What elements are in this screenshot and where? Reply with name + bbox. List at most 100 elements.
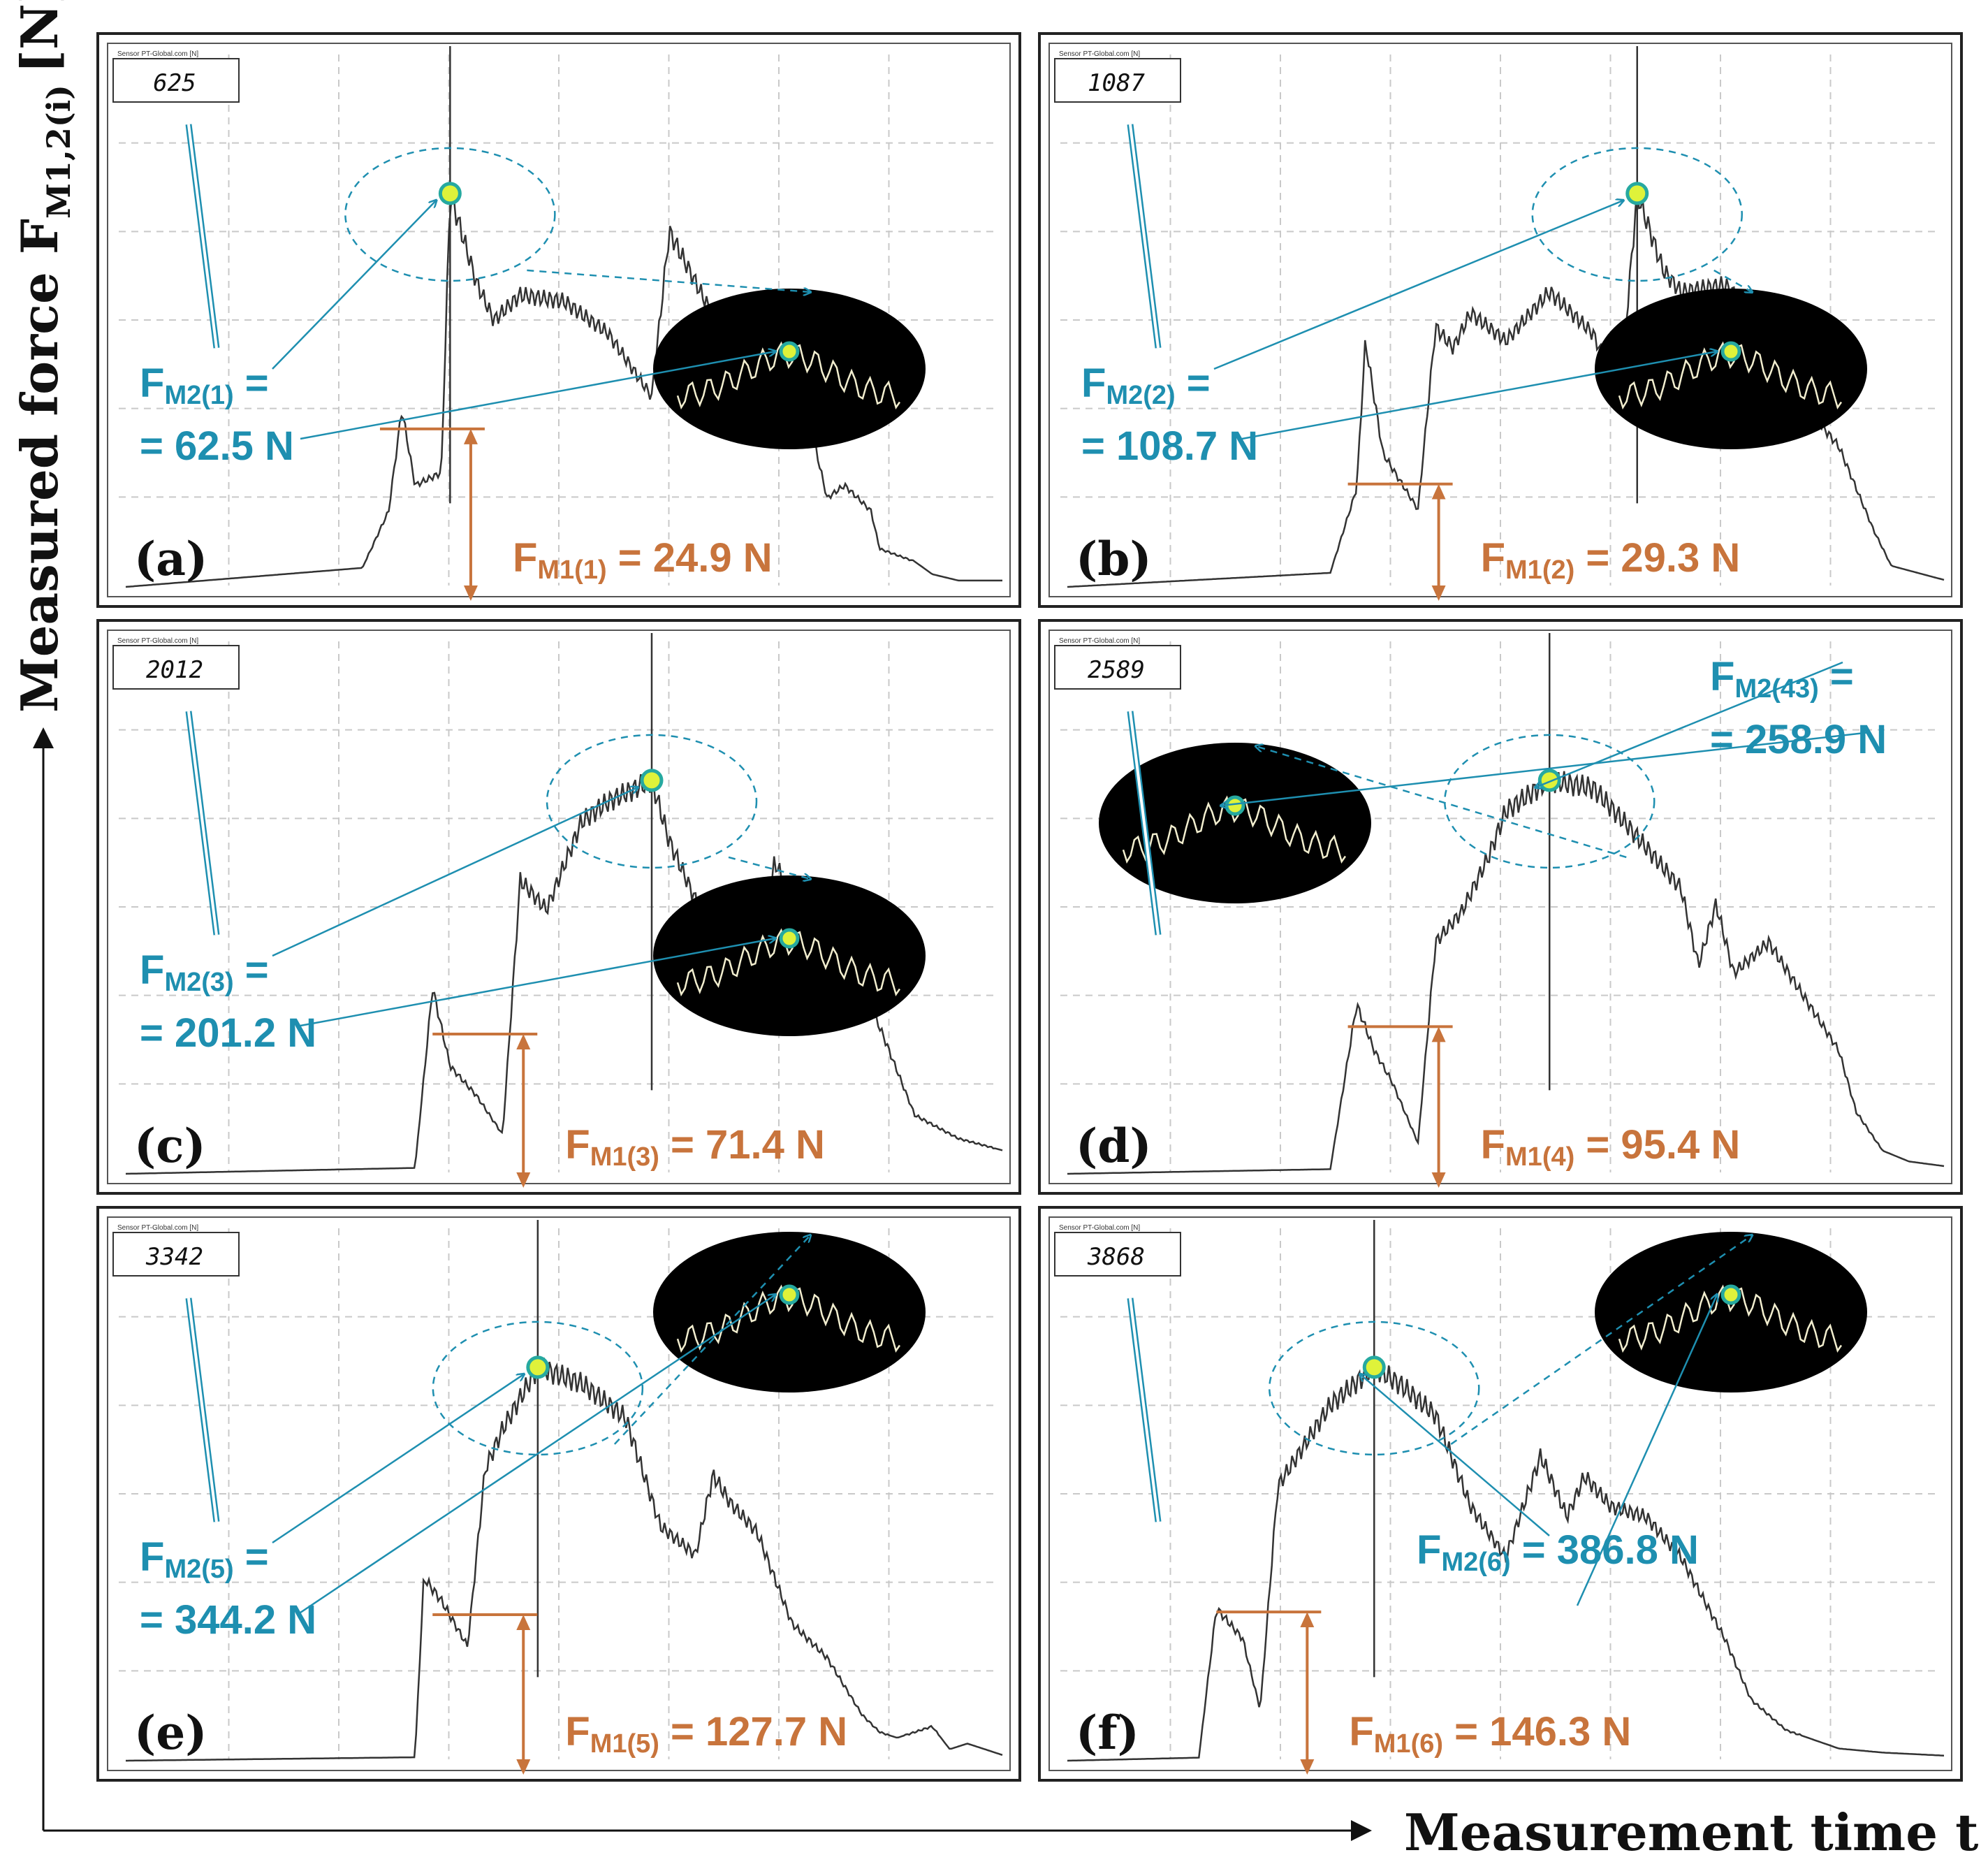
zoom-inset-marker — [1720, 1284, 1741, 1305]
zoom-inset — [1099, 743, 1371, 903]
sensor-readout-header: Sensor PT-Global.com [N] — [117, 1224, 198, 1232]
fm2-label: FM2(5) = — [140, 1534, 269, 1584]
plot-area — [1048, 1216, 1952, 1771]
zoom-inset — [1595, 1232, 1867, 1392]
fm2-label: FM2(6) = 386.8 N — [1417, 1527, 1699, 1577]
panel-label: (d) — [1076, 1119, 1152, 1173]
fm2-value: = 201.2 N — [140, 1010, 316, 1056]
fm2-inset-arrow — [300, 351, 775, 440]
fm2-inset-arrow — [1576, 1295, 1717, 1606]
sensor-readout-header: Sensor PT-Global.com [N] — [117, 50, 198, 58]
sensor-readout-value: 3868 — [1087, 1243, 1145, 1271]
chart-panel: Sensor PT-Global.com [N] 3868 FM2(6) = 386… — [1038, 1206, 1963, 1782]
peak-zoom-ellipse — [1444, 734, 1656, 869]
sensor-readout-value: 3342 — [145, 1243, 203, 1271]
fm1-label: FM1(5) = 127.7 N — [565, 1709, 847, 1759]
sensor-readout-value: 1087 — [1088, 69, 1145, 97]
panel-label: (b) — [1076, 532, 1152, 586]
force-signal-line — [1067, 1359, 1945, 1762]
zoom-dashed-arrow — [728, 856, 810, 879]
sensor-readout: Sensor PT-Global.com [N] 3342 — [112, 1224, 240, 1277]
peak-zoom-ellipse — [1269, 1321, 1480, 1456]
force-signal-line — [126, 1357, 1003, 1762]
sensor-readout-box — [112, 58, 240, 103]
fm2-label: FM2(3) = — [140, 947, 269, 997]
zoom-inset-trace — [676, 1284, 901, 1353]
sensor-readout-box — [112, 1232, 240, 1277]
peak-zoom-ellipse — [546, 734, 758, 869]
zoom-inset — [653, 1232, 926, 1392]
chart-panel: Sensor PT-Global.com [N] 2012 FM2(3) = = 20… — [96, 619, 1021, 1195]
fm2-inset-arrow — [1241, 351, 1717, 440]
peak-marker — [1362, 1355, 1386, 1379]
fm2-value: = 108.7 N — [1081, 423, 1258, 469]
fm1-label: FM1(4) = 95.4 N — [1481, 1122, 1741, 1172]
zoom-dashed-arrow — [1256, 746, 1627, 859]
sensor-readout-value: 2589 — [1088, 656, 1145, 684]
panel-label: (a) — [134, 532, 207, 586]
panel-label: (c) — [134, 1119, 206, 1173]
magnitude-double-arrow-inner — [187, 711, 218, 936]
peak-zoom-ellipse — [432, 1321, 644, 1456]
chart-panel: Sensor PT-Global.com [N] 625 FM2(1) = = 62.… — [96, 32, 1021, 608]
zoom-inset-marker — [779, 1284, 800, 1305]
sensor-readout-box — [1054, 58, 1181, 103]
zoom-inset-marker — [1720, 341, 1741, 362]
peak-marker — [1537, 769, 1561, 792]
peak-marker — [1625, 182, 1649, 205]
sensor-readout-box — [1054, 645, 1181, 690]
panel-label: (e) — [134, 1706, 207, 1760]
sensor-readout-header: Sensor PT-Global.com [N] — [117, 637, 198, 645]
force-signal-line — [1067, 771, 1945, 1175]
magnitude-double-arrow-inner — [187, 124, 218, 349]
peak-zoom-ellipse — [1531, 147, 1743, 282]
sensor-readout: Sensor PT-Global.com [N] 2012 — [112, 637, 240, 690]
magnitude-double-arrow-inner — [1129, 1297, 1160, 1522]
fm2-pointer-arrow — [272, 201, 436, 370]
peak-marker — [438, 182, 462, 205]
magnitude-double-arrow-inner — [1129, 124, 1160, 349]
chart-panel: Sensor PT-Global.com [N] 1087 FM2(2) = = 10… — [1038, 32, 1963, 608]
peak-zoom-ellipse — [344, 147, 556, 282]
chart-panel: Sensor PT-Global.com [N] 3342 FM2(5) = = 34… — [96, 1206, 1021, 1782]
zoom-inset-trace — [1122, 795, 1347, 864]
force-signal-line — [125, 194, 1002, 588]
sensor-readout: Sensor PT-Global.com [N] 2589 — [1054, 637, 1181, 690]
sensor-readout-value: 625 — [153, 69, 196, 97]
plot-area — [1048, 43, 1952, 597]
zoom-inset-marker — [779, 341, 800, 362]
fm2-label: FM2(2) = — [1081, 361, 1211, 410]
zoom-inset-marker — [1225, 795, 1245, 816]
fm1-label: FM1(1) = 24.9 N — [513, 535, 773, 585]
zoom-inset — [653, 289, 926, 449]
fm2-pointer-arrow — [1535, 661, 1843, 787]
fm2-inset-arrow — [1221, 731, 1871, 806]
zoom-inset-trace — [676, 341, 901, 410]
fm2-pointer-arrow — [272, 1374, 524, 1544]
plot-area — [107, 43, 1011, 597]
sensor-readout: Sensor PT-Global.com [N] 3868 — [1054, 1224, 1181, 1277]
sensor-readout: Sensor PT-Global.com [N] 1087 — [1054, 50, 1181, 103]
zoom-inset — [653, 875, 926, 1036]
panel-label: (f) — [1076, 1706, 1139, 1760]
plot-area — [1048, 630, 1952, 1184]
fm2-label: FM2(1) = — [140, 361, 269, 410]
zoom-inset-trace — [676, 928, 901, 997]
chart-panel: Sensor PT-Global.com [N]2589FM2(43) == 2… — [1038, 619, 1963, 1195]
zoom-dashed-arrow — [1450, 1235, 1752, 1445]
zoom-inset-trace — [1618, 1284, 1843, 1353]
peak-marker — [526, 1355, 550, 1379]
fm2-inset-arrow — [300, 938, 775, 1027]
fm1-label: FM1(3) = 71.4 N — [565, 1122, 825, 1172]
zoom-inset-marker — [779, 928, 800, 949]
fm2-value: = 62.5 N — [140, 423, 294, 469]
zoom-dashed-arrow — [613, 1235, 810, 1445]
sensor-readout-header: Sensor PT-Global.com [N] — [1059, 50, 1140, 58]
magnitude-double-arrow-inner — [1129, 711, 1160, 936]
sensor-readout-box — [112, 645, 240, 690]
y-axis-label: Measured force FM1,2(i)[N] — [10, 0, 78, 713]
fm2-inset-arrow — [300, 1295, 775, 1614]
fm2-pointer-arrow — [1360, 1374, 1550, 1536]
magnitude-double-arrow-inner — [187, 1297, 218, 1522]
x-axis-label: Measurement time t [s] — [1404, 1803, 1988, 1862]
